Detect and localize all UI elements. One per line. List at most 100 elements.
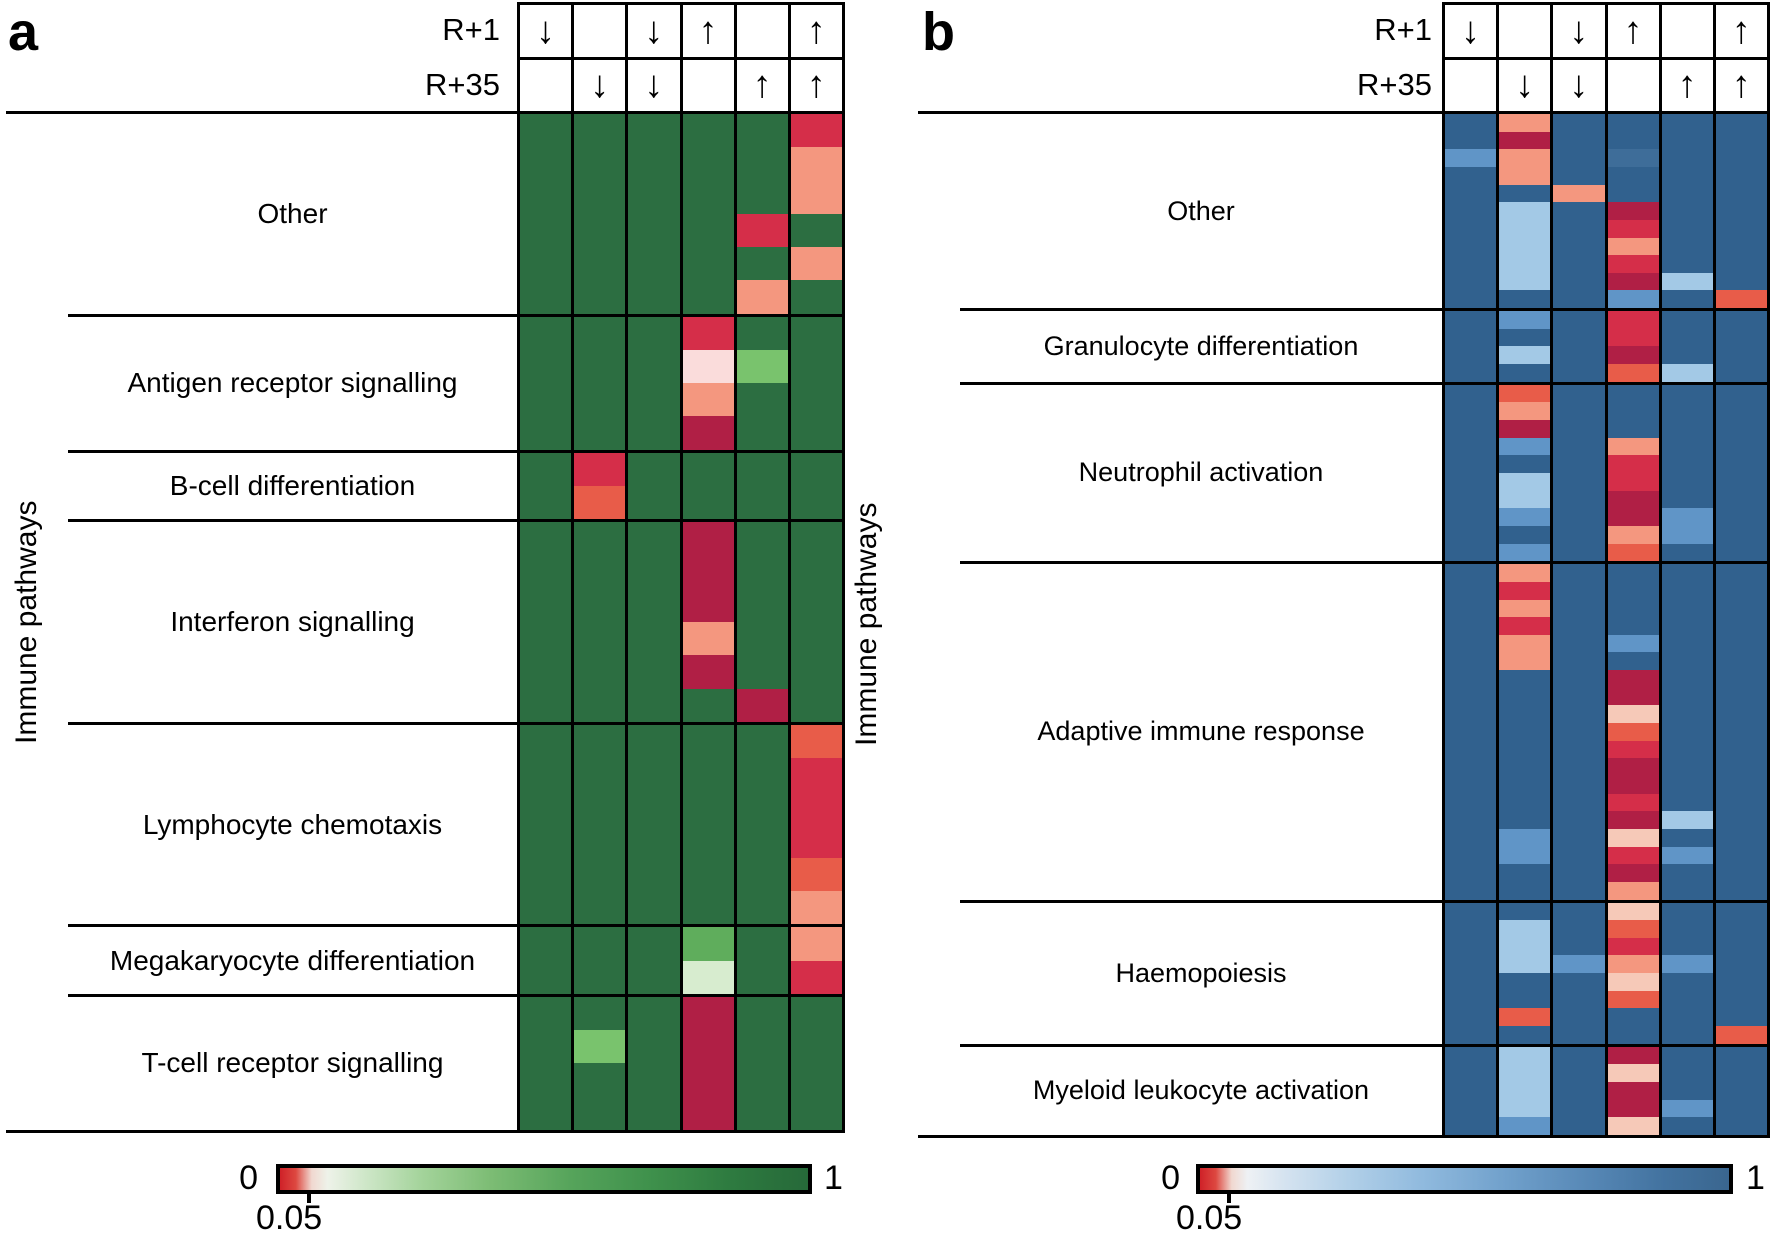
heatmap-cell — [1607, 811, 1659, 829]
panel-b-colorbar-max-label: 1 — [1746, 1159, 1765, 1197]
heatmap-cell — [1499, 758, 1551, 776]
heatmap-cell — [1553, 472, 1605, 491]
heatmap-cell — [1499, 634, 1551, 653]
header-arrow-cell: ↓ — [628, 59, 680, 111]
heatmap-cell — [1661, 599, 1713, 618]
heatmap-cell — [1661, 311, 1713, 329]
heatmap-cell — [628, 555, 680, 589]
panel-b-letter: b — [922, 2, 955, 62]
heatmap-cell — [1499, 328, 1551, 347]
heatmap-cell — [628, 114, 680, 148]
heatmap-cell — [682, 180, 734, 214]
heatmap-cell — [520, 791, 572, 825]
heatmap-cell — [736, 724, 788, 759]
heatmap-cell — [1445, 472, 1497, 491]
header-arrow-cell: ↑ — [682, 5, 734, 57]
pathway-group-label: Adaptive immune response — [1037, 716, 1365, 747]
heatmap-cell — [1445, 384, 1497, 403]
heatmap-cell — [790, 588, 842, 622]
down-arrow-icon: ↓ — [1569, 64, 1589, 107]
heatmap-cell — [1499, 255, 1551, 273]
header-arrow-cell: ↑ — [790, 5, 842, 57]
heatmap-grid — [1442, 902, 1770, 1044]
heatmap-cell — [628, 891, 680, 925]
heatmap-cell — [1715, 740, 1767, 759]
heatmap-cell — [1607, 652, 1659, 671]
pathway-group-label: Antigen receptor signalling — [127, 367, 458, 399]
heatmap-cell — [790, 655, 842, 689]
heatmap-cell — [682, 960, 734, 994]
heatmap-cell — [1553, 687, 1605, 706]
heatmap-cell — [1715, 617, 1767, 635]
heatmap-cell — [574, 522, 626, 556]
heatmap-cell — [1661, 793, 1713, 812]
heatmap-cell — [574, 927, 626, 961]
heatmap-cell — [682, 114, 734, 148]
heatmap-cell — [1715, 237, 1767, 256]
heatmap-cell — [1661, 219, 1713, 238]
heatmap-cell — [1607, 723, 1659, 741]
panel-b-header-row35-label: R+35 — [1357, 67, 1432, 102]
pathway-group-label: Neutrophil activation — [1078, 457, 1324, 488]
heatmap-cell — [1607, 1046, 1659, 1065]
heatmap-cell — [1499, 617, 1551, 635]
heatmap-cell — [1607, 828, 1659, 847]
heatmap-cell — [1715, 328, 1767, 347]
heatmap-cell — [1445, 1008, 1497, 1027]
heatmap-cell — [520, 1096, 572, 1130]
heatmap-cell — [1661, 202, 1713, 220]
heatmap-cell — [736, 180, 788, 214]
heatmap-cell — [1607, 272, 1659, 291]
heatmap-cell — [1715, 881, 1767, 900]
down-arrow-icon: ↓ — [1515, 64, 1535, 107]
heatmap-cell — [1445, 149, 1497, 167]
heatmap-cell — [1661, 973, 1713, 991]
heatmap-cell — [574, 891, 626, 925]
heatmap-cell — [1607, 1008, 1659, 1027]
heatmap-cell — [1607, 1099, 1659, 1118]
panel-b-colorbar-tick-label: 0.05 — [1176, 1199, 1243, 1237]
down-arrow-icon: ↓ — [644, 64, 664, 107]
heatmap-cell — [1445, 705, 1497, 724]
heatmap-cell — [682, 824, 734, 858]
heatmap-cell — [1607, 617, 1659, 635]
pathway-group-label: Granulocyte differentiation — [1043, 330, 1359, 361]
heatmap-cell — [1445, 937, 1497, 956]
heatmap-cell — [1715, 920, 1767, 938]
heatmap-cell — [574, 960, 626, 994]
heatmap-cell — [1661, 184, 1713, 203]
pathway-group-label: Megakaryocyte differentiation — [109, 944, 476, 976]
heatmap-cell — [1661, 543, 1713, 562]
panel-a-colorbar-tick — [307, 1194, 311, 1203]
heatmap-cell — [1445, 508, 1497, 526]
down-arrow-icon: ↓ — [536, 9, 556, 52]
panel-b-colorbar — [1196, 1164, 1733, 1194]
heatmap-cell — [682, 349, 734, 384]
heatmap-cell — [1661, 881, 1713, 900]
heatmap-cell — [1553, 219, 1605, 238]
heatmap-cell — [1445, 973, 1497, 991]
heatmap-cell — [574, 824, 626, 858]
heatmap-cell — [574, 485, 626, 520]
heatmap-cell — [1445, 1117, 1497, 1135]
heatmap-cell — [790, 724, 842, 759]
heatmap-cell — [574, 180, 626, 214]
heatmap-grid — [1442, 384, 1770, 562]
heatmap-cell — [1607, 420, 1659, 438]
heatmap-cell — [520, 114, 572, 148]
heatmap-cell — [628, 824, 680, 858]
heatmap-cell — [628, 927, 680, 961]
heatmap-cell — [520, 891, 572, 925]
heatmap-cell — [1499, 564, 1551, 582]
heatmap-cell — [1715, 202, 1767, 220]
panel-b-colorbar-min-label: 0 — [1161, 1159, 1180, 1197]
heatmap-cell — [682, 588, 734, 622]
panel-a-colorbar-min-label: 0 — [239, 1159, 258, 1197]
heatmap-cell — [1553, 902, 1605, 921]
heatmap-cell — [1499, 184, 1551, 203]
heatmap-cell — [574, 758, 626, 792]
heatmap-cell — [1661, 1082, 1713, 1100]
heatmap-cell — [1661, 1064, 1713, 1083]
heatmap-cell — [1499, 290, 1551, 309]
heatmap-cell — [1553, 364, 1605, 382]
